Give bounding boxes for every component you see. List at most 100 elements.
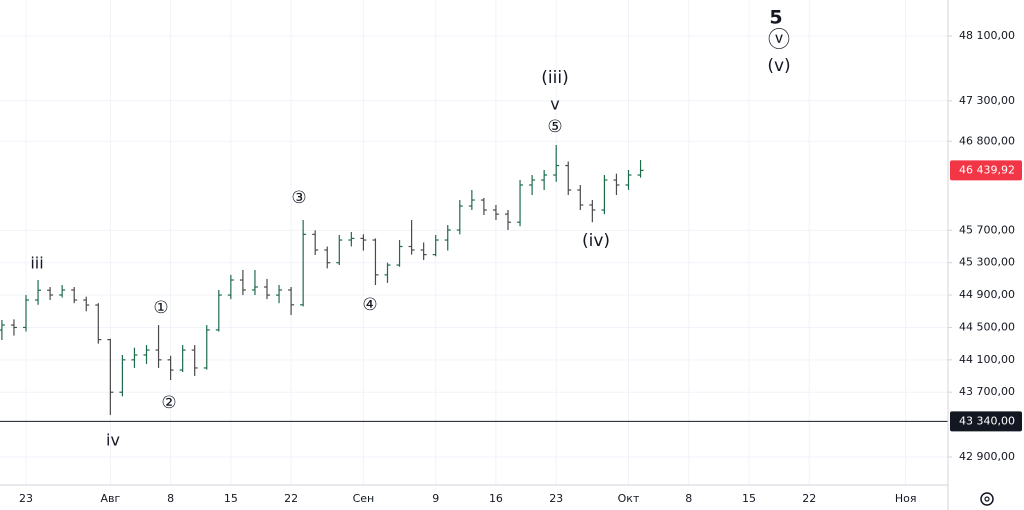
settings-icon[interactable]	[980, 492, 994, 506]
y-tick-label: 47 300,00	[959, 94, 1015, 107]
ohlc-bar	[155, 325, 162, 368]
ohlc-bar	[336, 235, 343, 266]
x-tick-label: 8	[167, 492, 174, 505]
ohlc-bar	[505, 209, 511, 230]
x-tick-label: 22	[802, 492, 816, 505]
ohlc-bar	[276, 285, 283, 304]
ohlc-bar	[324, 246, 331, 269]
x-tick-label: 23	[549, 492, 563, 505]
y-tick-label: 44 500,00	[959, 320, 1015, 333]
ohlc-bar	[107, 338, 114, 415]
ohlc-bar	[360, 234, 367, 251]
x-tick-label: 15	[224, 492, 238, 505]
ohlc-bar	[288, 286, 295, 315]
ohlc-bar	[215, 289, 222, 332]
ohlc-bar	[35, 280, 42, 305]
wave-label: (v)	[767, 56, 790, 76]
ohlc-bar	[119, 354, 126, 397]
settings-button[interactable]	[980, 492, 994, 506]
ohlc-bar	[589, 200, 596, 223]
wave-label: iii	[30, 254, 43, 273]
ohlc-bar	[179, 345, 186, 372]
ohlc-bar	[47, 286, 54, 300]
ohlc-bar	[565, 161, 572, 196]
ohlc-bar	[577, 184, 584, 210]
ohlc-bar	[264, 278, 270, 300]
ohlc-bar	[0, 320, 5, 341]
x-tick-label: 22	[284, 492, 298, 505]
ohlc-bar	[251, 269, 258, 296]
wave-label: ③	[291, 188, 306, 208]
ohlc-bar	[372, 238, 379, 286]
y-tick-label: 48 100,00	[959, 29, 1015, 42]
ohlc-bar	[553, 144, 560, 182]
x-tick-label: Окт	[618, 492, 640, 505]
ohlc-bar	[191, 345, 198, 377]
x-tick-label: 8	[685, 492, 692, 505]
ohlc-bar	[300, 220, 307, 307]
x-tick-label: Авг	[100, 492, 120, 505]
wave-label: 5	[769, 7, 782, 29]
ohlc-bar	[95, 303, 102, 344]
settings-icon-core[interactable]	[984, 496, 990, 502]
ohlc-bar	[456, 200, 463, 235]
ohlc-bar	[396, 240, 403, 267]
wave-label: ①	[153, 298, 168, 318]
ohlc-bar	[384, 262, 391, 283]
y-tick-label: 46 800,00	[959, 134, 1015, 147]
ohlc-bar	[167, 355, 174, 381]
ohlc-bar	[613, 173, 620, 196]
wave-label: ②	[161, 393, 176, 413]
ohlc-bar	[480, 197, 487, 216]
price-label-box	[950, 411, 1022, 432]
x-tick-label: 23	[19, 492, 33, 505]
y-tick-label: 45 700,00	[959, 223, 1015, 236]
ohlc-bar	[59, 285, 66, 298]
bars	[0, 144, 644, 415]
ohlc-bar	[83, 296, 90, 312]
ohlc-bar	[23, 295, 29, 332]
wave-label: (iv)	[582, 231, 610, 251]
wave-label: ④	[362, 295, 377, 315]
ohlc-bar	[131, 347, 138, 368]
ohlc-bar	[601, 175, 608, 215]
ohlc-bar	[143, 345, 150, 364]
y-tick-label: 45 300,00	[959, 256, 1015, 269]
y-tick-label: 42 900,00	[959, 450, 1015, 463]
last-price-box	[950, 160, 1022, 181]
price-label: 43 340,00	[959, 414, 1015, 427]
ohlc-bar	[408, 220, 415, 255]
ohlc-bar	[432, 235, 439, 257]
wave-label: iv	[106, 431, 120, 450]
ohlc-bar	[541, 170, 548, 191]
ohlc-bar	[227, 274, 234, 300]
ohlc-bar	[637, 160, 644, 178]
ohlc-bar	[10, 319, 17, 336]
ohlc-bar	[444, 225, 451, 251]
y-tick-label: 44 900,00	[959, 288, 1015, 301]
ohlc-bar	[468, 190, 475, 210]
overlay: 42 900,00 43 700,00 44 100,00 44 500,00 44 9…	[0, 7, 1022, 505]
ohlc-bar	[203, 325, 210, 370]
x-tick-label: 16	[489, 492, 503, 505]
wave-label: (iii)	[541, 68, 568, 88]
x-tick-label: Ноя	[895, 492, 917, 505]
y-tick-label: 43 700,00	[959, 385, 1015, 398]
ohlc-bar	[420, 242, 427, 261]
ohlc-bar	[239, 269, 246, 296]
x-tick-label: Сен	[353, 492, 375, 505]
last-price-label: 46 439,92	[959, 163, 1015, 176]
x-tick-label: 15	[742, 492, 756, 505]
ohlc-bar	[529, 175, 536, 196]
y-tick-label: 44 100,00	[959, 353, 1015, 366]
wave-label: ⑤	[547, 117, 562, 137]
x-tick-label: 9	[432, 492, 439, 505]
ohlc-bar	[312, 230, 319, 256]
wave-label: v	[550, 95, 559, 114]
ohlc-bar	[492, 204, 499, 221]
wave-label: ⓥ	[768, 28, 790, 53]
ohlc-bar	[517, 180, 524, 227]
ohlc-bar	[71, 286, 78, 304]
